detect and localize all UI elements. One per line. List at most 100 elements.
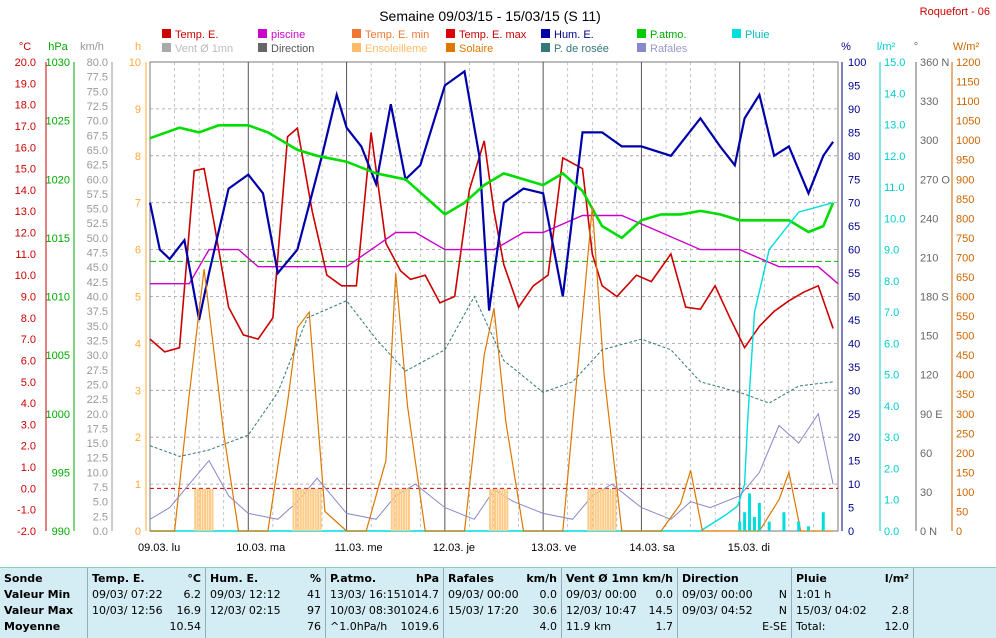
stats-cell: 09/03/ 00:00 N xyxy=(682,587,787,603)
sunshine-bar xyxy=(607,488,610,531)
axis-tick-label: 8 xyxy=(135,151,141,163)
legend-swatch xyxy=(446,29,455,38)
stats-cell: 09/03/ 00:00 0.0 xyxy=(566,587,673,603)
stats-cell: E-SE xyxy=(682,619,787,635)
sunshine-bar xyxy=(393,488,396,531)
axis-tick-label: 120 xyxy=(920,370,938,382)
stats-cell-value: 2.8 xyxy=(891,604,910,617)
row-labels-column: Sonde Valeur Min Valeur Max Moyenne xyxy=(0,568,88,638)
axis-tick-label: 57.5 xyxy=(87,189,108,201)
axis-tick-label: 12.5 xyxy=(87,453,108,465)
axis-tick-label: 1100 xyxy=(956,96,980,108)
axis-tick-label: 45.0 xyxy=(87,262,108,274)
sunshine-bar xyxy=(602,488,605,531)
plot-area xyxy=(148,69,839,532)
axis-tick-label: 4.0 xyxy=(21,398,36,410)
stats-cell: ^1.0hPa/h 1019.6 xyxy=(330,619,439,635)
sunshine-bar xyxy=(503,488,506,531)
sunshine-bar xyxy=(609,488,612,531)
stats-cell-value: l/m² xyxy=(884,572,909,585)
axis-tick-label: 16.0 xyxy=(15,142,36,154)
axis-tick-label: 2.0 xyxy=(884,463,899,475)
series-line xyxy=(148,69,835,321)
sunshine-bar xyxy=(403,488,406,531)
axis-tick-label: 75.0 xyxy=(87,86,108,98)
axis-tick-label: 15.0 xyxy=(87,438,108,450)
legend-swatch xyxy=(541,29,550,38)
stats-cell-label: 09/03/ 00:00 xyxy=(682,588,753,601)
legend-swatch xyxy=(162,43,171,52)
axis-tick-label: 5 xyxy=(135,292,141,304)
axes: 20.019.018.017.016.015.014.013.012.011.0… xyxy=(15,41,981,538)
stats-cell: 76 xyxy=(210,619,321,635)
axis-tick-label: 1010 xyxy=(46,292,70,304)
stats-cell-value: 0.0 xyxy=(655,588,674,601)
station-name: Roquefort - 06 xyxy=(920,6,990,18)
stats-cell-label: Temp. E. xyxy=(92,572,145,585)
stats-column: Rafales km/h 09/03/ 00:00 0.0 15/03/ 17:20 30… xyxy=(444,568,562,638)
stats-cell: 09/03/ 00:00 0.0 xyxy=(448,587,557,603)
x-tick-label: 13.03. ve xyxy=(531,542,576,554)
axis-tick-label: 650 xyxy=(956,272,974,284)
chart-title: Semaine 09/03/15 - 15/03/15 (S 11) xyxy=(379,8,601,24)
axis-tick-label: 1005 xyxy=(46,350,70,362)
legend-label: Ensoleilleme xyxy=(365,43,427,55)
axis-tick-label: 19.0 xyxy=(15,78,36,90)
axis-tick-label: 5.0 xyxy=(884,370,899,382)
legend-label: Temp. E. max xyxy=(459,29,527,41)
rain-bar xyxy=(738,521,742,531)
axis-tick-label: 20 xyxy=(848,432,860,444)
axis-tick-label: 180 S xyxy=(920,292,949,304)
axis-tick-label: 1015 xyxy=(46,233,70,245)
stats-cell-value: 1014.7 xyxy=(400,588,440,601)
axis-tick-label: 250 xyxy=(956,428,974,440)
stats-cell-label: 10/03/ 12:56 xyxy=(92,604,163,617)
sunshine-bar xyxy=(491,488,494,531)
stats-cell: Total: 12.0 xyxy=(796,619,909,635)
axis-tick-label: 330 xyxy=(920,96,938,108)
axis-tick-label: 65 xyxy=(848,221,860,233)
stats-cell: 10.54 xyxy=(92,619,202,635)
axis-tick-label: 0 N xyxy=(920,526,937,538)
axis-tick-label: 6 xyxy=(135,245,141,257)
axis-tick-label: 1030 xyxy=(46,57,70,69)
axis-tick-label: 9.0 xyxy=(21,292,36,304)
stats-cell-label: Pluie xyxy=(796,572,827,585)
stats-cell-label: Total: xyxy=(796,620,826,633)
axis-tick-label: 100 xyxy=(956,487,974,499)
legend-swatch xyxy=(541,43,550,52)
stats-cell: 15/03/ 04:02 2.8 xyxy=(796,603,909,619)
row-label-max: Valeur Max xyxy=(4,604,74,617)
stats-cell: 09/03/ 12:12 41 xyxy=(210,587,321,603)
axis-tick-label: 2.0 xyxy=(21,441,36,453)
rain-bar xyxy=(752,516,756,531)
rain-bar xyxy=(767,521,771,531)
axis-tick-label: 5.0 xyxy=(21,377,36,389)
axis-tick-label: 12.0 xyxy=(15,228,36,240)
axis-tick-label: 67.5 xyxy=(87,130,108,142)
series-line xyxy=(150,202,834,532)
sunshine-bar xyxy=(309,488,312,531)
series-line xyxy=(149,124,835,240)
axis-tick-label: 30.0 xyxy=(87,350,108,362)
axis-tick-label: 72.5 xyxy=(87,101,108,113)
legend-swatch xyxy=(352,43,361,52)
stats-cell-label: 09/03/ 04:52 xyxy=(682,604,753,617)
legend-swatch xyxy=(162,29,171,38)
rain-bar xyxy=(757,502,761,531)
axis-tick-label: 50 xyxy=(956,506,968,518)
axis-tick-label: 5 xyxy=(848,503,854,515)
axis-tick-label: 1.0 xyxy=(21,462,36,474)
stats-column: Pluie l/m² 1:01 h 15/03/ 04:02 2.8 Total: 12.0 xyxy=(792,568,914,638)
series-line xyxy=(150,206,834,532)
axis-tick-label: 2.5 xyxy=(93,511,108,523)
axis-tick-label: 8.0 xyxy=(884,276,899,288)
legend-label: Temp. E. xyxy=(175,29,218,41)
stats-cell: Rafales km/h xyxy=(448,571,557,587)
stats-cell-label: Direction xyxy=(682,572,739,585)
stats-cell-value: 14.5 xyxy=(648,604,674,617)
axis-tick-label: 1000 xyxy=(956,135,980,147)
axis-tick-label: 50 xyxy=(848,292,860,304)
stats-cell-value: N xyxy=(778,588,787,601)
axis-tick-label: 300 xyxy=(956,409,974,421)
